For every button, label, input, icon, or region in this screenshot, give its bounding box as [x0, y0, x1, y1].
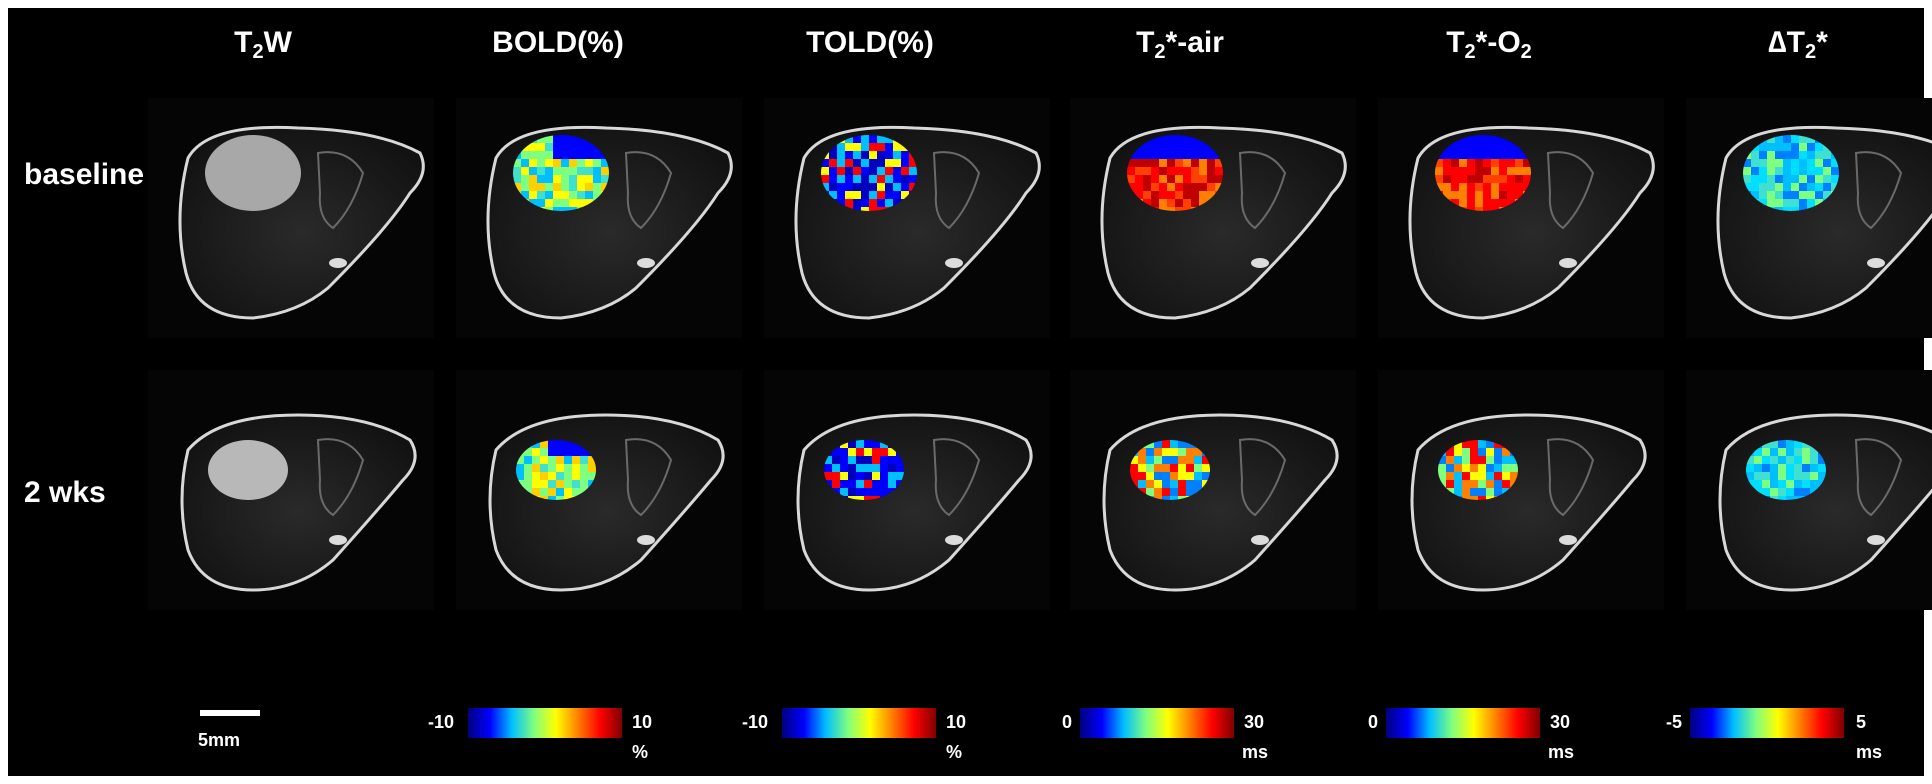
colorbar-t2-o2-unit: ms	[1548, 742, 1575, 762]
colorbar-delta-t2-max: 5	[1856, 712, 1867, 732]
colorbar-told-gradient	[782, 708, 936, 738]
colorbar-delta-t2-gradient	[1690, 708, 1844, 738]
row-label-baseline: baseline	[24, 158, 145, 191]
colorbar-told-min: -10	[741, 712, 768, 732]
column-title-delta-t2: ∆T2*	[1768, 26, 1828, 63]
column-title-t2w: T2W	[234, 26, 292, 63]
colorbar-t2-air-gradient	[1080, 708, 1234, 738]
colorbar-t2-o2-min: 0	[1367, 712, 1378, 732]
mri-image-baseline-t2o2	[1378, 98, 1664, 338]
mri-image-wks2-bold	[456, 370, 742, 610]
mri-image-baseline-dt2	[1686, 98, 1932, 338]
colorbar-t2-o2-gradient	[1386, 708, 1540, 738]
column-title-t2-o2: T2*-O2	[1446, 26, 1532, 63]
scale-bar-label: 5mm	[198, 730, 241, 750]
row-label-2wks: 2 wks	[24, 476, 106, 509]
column-title-bold: BOLD(%)	[492, 26, 624, 59]
colorbar-t2-air-max: 30	[1244, 712, 1265, 732]
colorbar-bold-min: -10	[427, 712, 454, 732]
colorbar-t2-air-min: 0	[1061, 712, 1072, 732]
mri-image-wks2-t2w	[148, 370, 434, 610]
figure-panel: T2W BOLD(%) TOLD(%) T2*-air T2*-O2 ∆T2* …	[8, 8, 1932, 776]
mri-image-baseline-told	[764, 98, 1050, 338]
column-title-told: TOLD(%)	[806, 26, 934, 59]
colorbar-bold-gradient	[468, 708, 622, 738]
colorbar-bold-unit: %	[632, 742, 649, 762]
colorbar-delta-t2-min: -5	[1665, 712, 1682, 732]
colorbar-delta-t2-unit: ms	[1856, 742, 1883, 762]
mri-image-wks2-dt2	[1686, 370, 1932, 610]
mri-image-baseline-t2air	[1070, 98, 1356, 338]
colorbar-told-max: 10	[946, 712, 967, 732]
mri-image-wks2-told	[764, 370, 1050, 610]
mri-image-wks2-t2o2	[1378, 370, 1664, 610]
scale-bar	[200, 710, 260, 716]
colorbar-t2-air-unit: ms	[1242, 742, 1269, 762]
mri-image-baseline-t2w	[148, 98, 434, 338]
mri-image-wks2-t2air	[1070, 370, 1356, 610]
colorbar-told-unit: %	[946, 742, 963, 762]
colorbar-t2-o2-max: 30	[1550, 712, 1571, 732]
mri-image-baseline-bold	[456, 98, 742, 338]
column-title-t2-air: T2*-air	[1136, 26, 1224, 63]
colorbar-bold-max: 10	[632, 712, 653, 732]
